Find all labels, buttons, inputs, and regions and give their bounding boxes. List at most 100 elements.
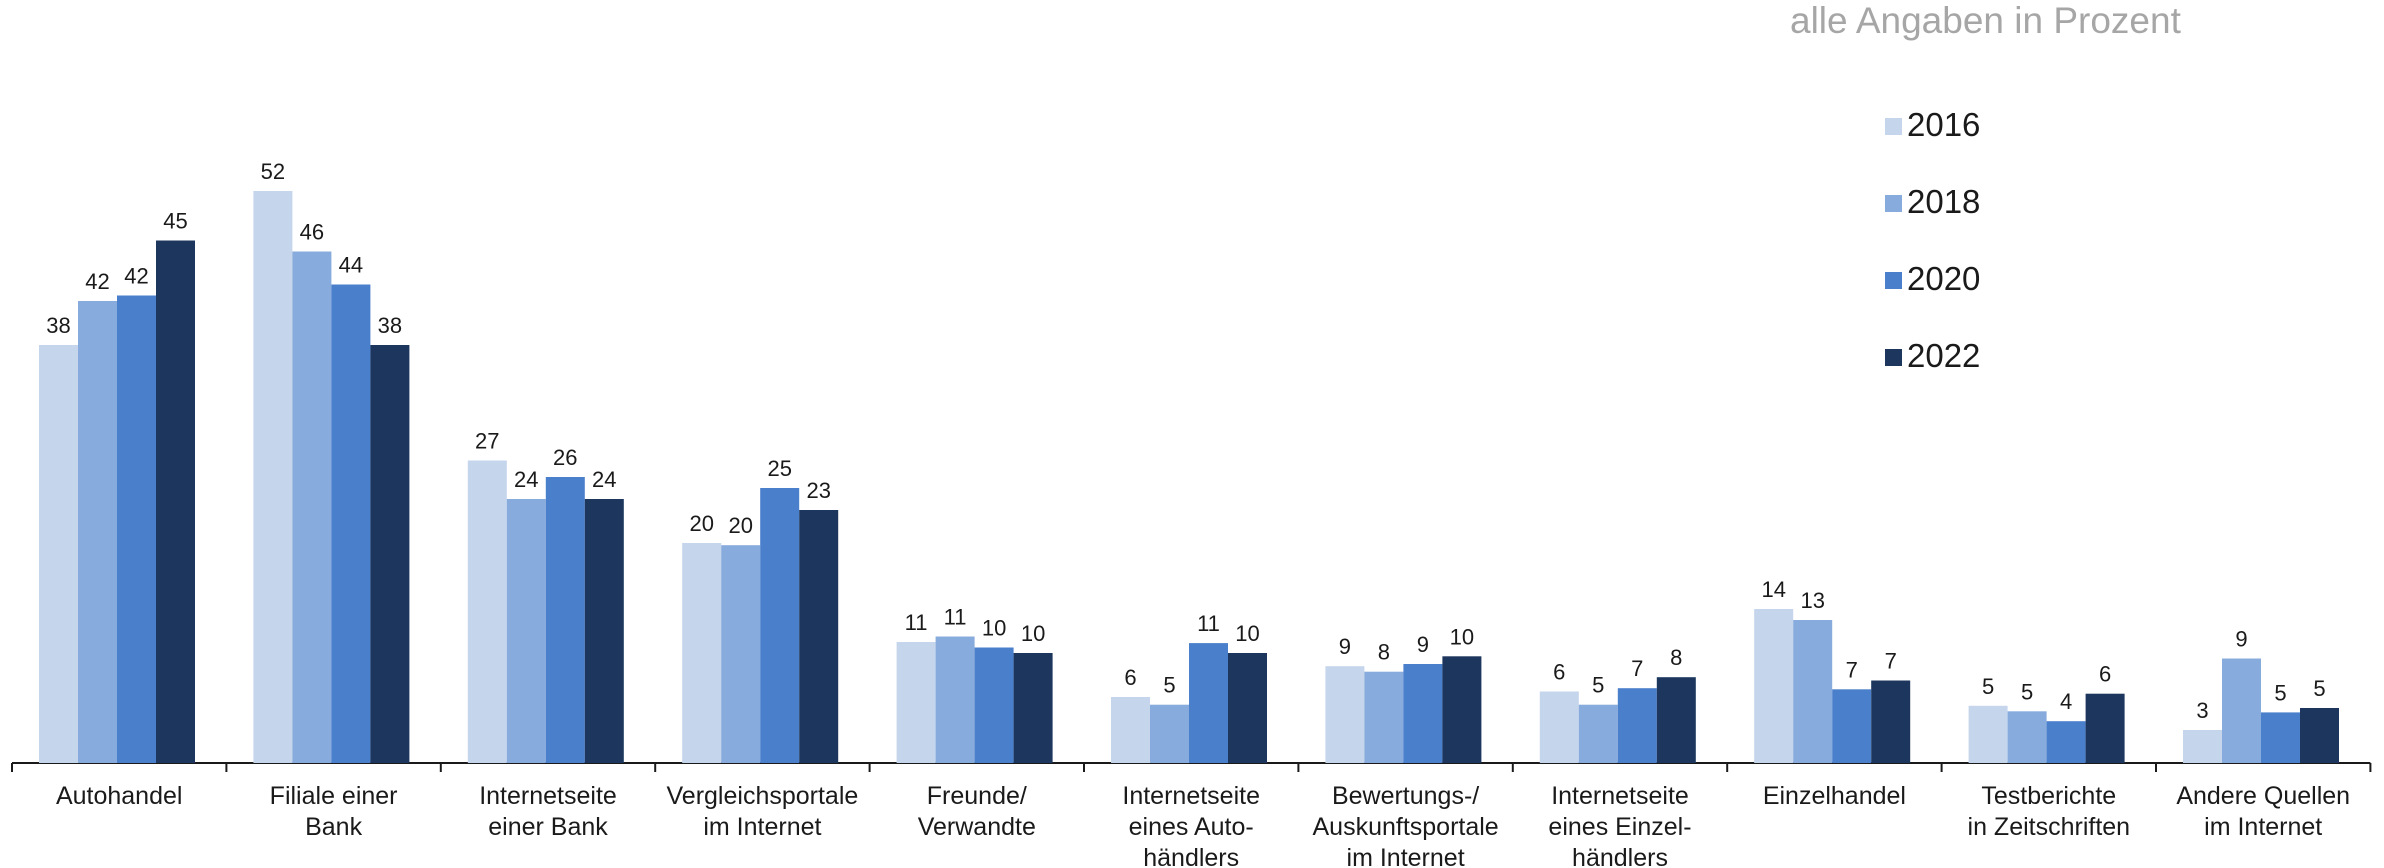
x-tick-label: Internetseite: [1551, 782, 1689, 810]
bar-2020-7: [1403, 664, 1443, 763]
data-label: 13: [1800, 588, 1824, 613]
bar-2022-7: [1442, 656, 1482, 763]
x-tick-label: Internetseite: [1122, 782, 1260, 810]
x-tick-label: eines Auto-: [1129, 813, 1254, 841]
bar-2016-9: [1754, 609, 1794, 763]
data-label: 8: [1670, 645, 1682, 670]
bar-2022-2: [370, 345, 410, 763]
x-tick-label: händlers: [1143, 844, 1239, 868]
bar-2018-3: [506, 499, 546, 763]
x-tick-label: Freunde/: [927, 782, 1027, 810]
x-tick-label: Verwandte: [918, 813, 1036, 841]
data-label: 20: [728, 513, 752, 538]
data-label: 5: [2313, 676, 2325, 701]
data-label: 5: [1163, 673, 1175, 698]
bar-2016-7: [1325, 666, 1365, 763]
data-label: 5: [1982, 674, 1994, 699]
x-tick-label: in Zeitschriften: [1968, 813, 2131, 841]
data-label: 38: [378, 313, 402, 338]
bar-2018-5: [935, 636, 975, 763]
x-tick-label: eines Einzel-: [1548, 813, 1691, 841]
bar-2016-11: [2183, 730, 2222, 763]
data-label: 42: [85, 269, 109, 294]
data-label: 6: [2099, 662, 2111, 687]
bar-2020-8: [1617, 688, 1657, 763]
bar-2016-2: [253, 191, 293, 763]
bar-2020-3: [545, 477, 585, 763]
data-label: 10: [1235, 621, 1259, 646]
data-label: 46: [300, 220, 324, 245]
x-tick-label: Andere Quellen: [2176, 782, 2350, 810]
bar-2022-5: [1013, 653, 1053, 763]
bar-2022-3: [584, 499, 624, 763]
bar-2020-2: [331, 284, 371, 763]
data-label: 6: [1553, 660, 1565, 685]
bar-2022-9: [1871, 680, 1911, 763]
data-label: 7: [1885, 649, 1897, 674]
data-label: 10: [1450, 624, 1474, 649]
x-tick-label: Einzelhandel: [1763, 782, 1906, 810]
data-label: 20: [689, 511, 713, 536]
data-label: 44: [339, 253, 363, 278]
data-label: 5: [2021, 679, 2033, 704]
bar-2016-6: [1111, 697, 1150, 763]
x-tick-label: im Internet: [703, 813, 821, 841]
bar-2016-3: [467, 460, 507, 763]
unit-note: alle Angaben in Prozent: [1790, 0, 2181, 41]
bar-2020-11: [2261, 712, 2300, 763]
bar-2018-10: [2007, 711, 2047, 763]
data-label: 7: [1846, 657, 1858, 682]
data-label: 11: [944, 605, 967, 630]
data-label: 24: [592, 467, 616, 492]
data-label: 6: [1124, 665, 1136, 690]
data-label: 52: [261, 159, 285, 184]
bar-2022-11: [2300, 708, 2339, 763]
x-tick-label: händlers: [1572, 844, 1668, 868]
bar-2018-7: [1364, 671, 1404, 763]
x-tick-label: Testberichte: [1981, 782, 2116, 810]
data-label: 25: [767, 456, 791, 481]
data-label: 9: [1417, 632, 1429, 657]
bar-2022-1: [156, 240, 195, 763]
bar-2020-10: [2046, 721, 2086, 763]
data-label: 9: [1339, 634, 1351, 659]
data-label: 11: [905, 610, 928, 635]
x-tick-label: Vergleichsportale: [667, 782, 859, 810]
bar-2018-2: [292, 251, 332, 763]
legend-label-2016: 2016: [1907, 106, 1981, 143]
bar-2018-1: [78, 301, 117, 763]
bar-2018-4: [721, 545, 761, 763]
bar-2016-8: [1539, 691, 1579, 763]
legend-swatch-2016: [1885, 118, 1902, 135]
x-tick-label: Auskunftsportale: [1312, 813, 1498, 841]
legend-swatch-2020: [1885, 272, 1902, 289]
x-tick-label: im Internet: [2204, 813, 2322, 841]
x-tick-label: Bank: [305, 813, 362, 841]
bar-2020-9: [1832, 689, 1872, 763]
x-tick-label: einer Bank: [488, 813, 608, 841]
data-label: 8: [1378, 640, 1390, 665]
data-label: 27: [475, 429, 499, 454]
x-tick-label: im Internet: [1347, 844, 1465, 868]
data-label: 5: [2274, 680, 2286, 705]
data-label: 38: [46, 313, 70, 338]
bar-2016-10: [1968, 705, 2008, 763]
data-label: 9: [2235, 627, 2247, 652]
bar-2016-1: [39, 345, 78, 763]
data-label: 45: [163, 209, 187, 234]
data-label: 5: [1592, 673, 1604, 698]
data-label: 42: [124, 264, 148, 289]
bar-2016-5: [896, 642, 936, 763]
legend-label-2022: 2022: [1907, 337, 1981, 374]
data-label: 26: [553, 445, 577, 470]
bar-2020-5: [974, 647, 1014, 763]
data-label: 24: [514, 467, 538, 492]
legend-label-2018: 2018: [1907, 183, 1981, 220]
bar-2018-8: [1578, 704, 1618, 763]
bar-2020-4: [760, 488, 800, 763]
bar-2018-6: [1150, 704, 1189, 763]
data-label: 3: [2196, 698, 2208, 723]
data-label: 4: [2060, 689, 2072, 714]
bar-2022-6: [1228, 653, 1267, 763]
